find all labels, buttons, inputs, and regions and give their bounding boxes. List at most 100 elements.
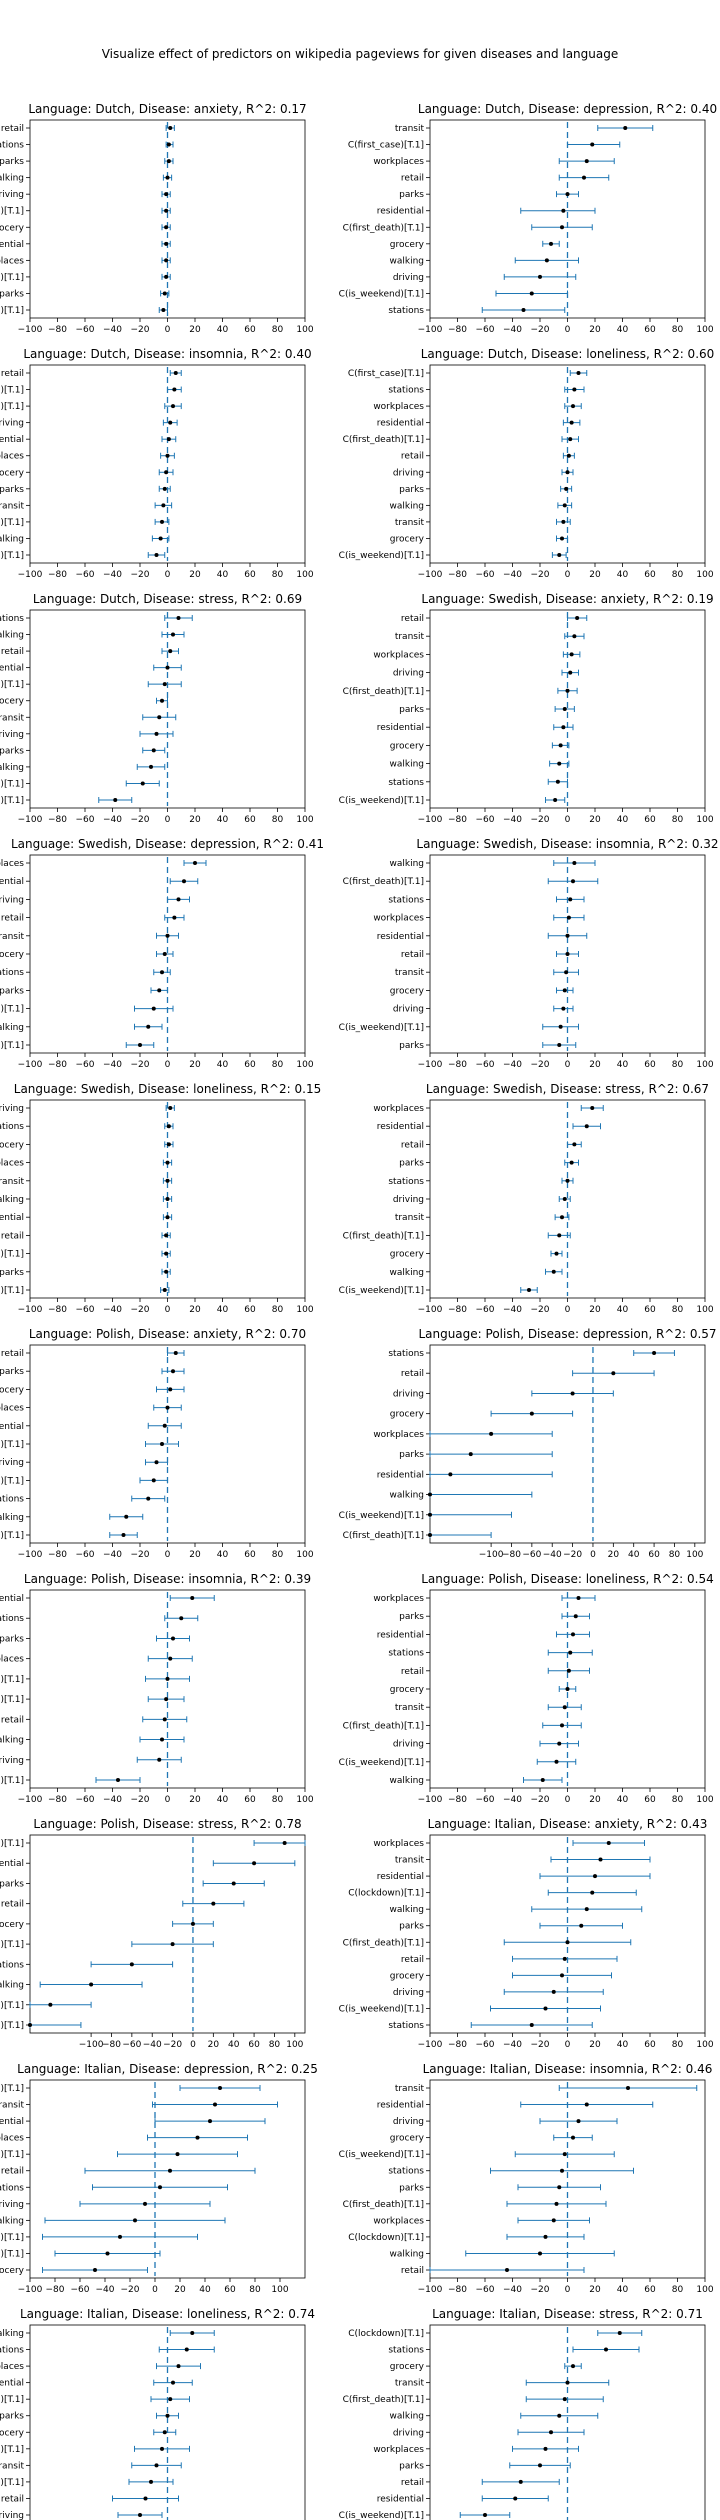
estimate-point bbox=[505, 2268, 509, 2272]
estimate-point bbox=[176, 616, 181, 620]
estimate-point bbox=[538, 2463, 542, 2468]
y-tick-label: grocery bbox=[0, 2428, 25, 2438]
y-tick-label: walking bbox=[389, 760, 424, 770]
y-tick-label: residential bbox=[377, 1122, 424, 1132]
estimate-point bbox=[468, 1452, 473, 1457]
x-tick-label: 40 bbox=[617, 2040, 629, 2050]
y-tick-label: retail bbox=[1, 369, 24, 379]
x-tick-label: 20 bbox=[189, 815, 201, 825]
y-tick-label: stations bbox=[0, 141, 24, 151]
estimate-point bbox=[571, 2135, 575, 2140]
estimate-point bbox=[154, 1460, 159, 1465]
y-tick-label: driving bbox=[0, 730, 24, 740]
chart-title: Language: Italian, Disease: stress, R^2:… bbox=[432, 2307, 703, 2321]
estimate-point bbox=[590, 1890, 595, 1895]
x-tick-label: −80 bbox=[502, 1550, 521, 1560]
estimate-point bbox=[190, 1596, 195, 1600]
y-tick-label: parks bbox=[0, 1367, 24, 1377]
x-tick-label: 20 bbox=[189, 1060, 201, 1070]
x-tick-label: 20 bbox=[174, 2285, 186, 2295]
axes-frame bbox=[429, 1834, 706, 2034]
estimate-point bbox=[140, 781, 145, 786]
estimate-point bbox=[540, 1778, 545, 1782]
x-tick-label: 100 bbox=[286, 2040, 303, 2050]
y-tick-label: retail bbox=[401, 452, 424, 462]
x-tick-label: −60 bbox=[476, 815, 495, 825]
x-tick-label: −40 bbox=[103, 1795, 122, 1805]
axes-frame bbox=[29, 119, 306, 319]
chart-panel: Language: Polish, Disease: insomnia, R^2… bbox=[0, 1572, 314, 1805]
x-tick-label: 80 bbox=[672, 2285, 684, 2295]
y-tick-label: C(first_death)[T.1] bbox=[343, 1531, 424, 1541]
x-tick-label: 40 bbox=[617, 815, 629, 825]
y-tick-label: C(first_case)[T.1] bbox=[348, 141, 424, 151]
x-tick-label: 0 bbox=[565, 2040, 571, 2050]
x-tick-label: −80 bbox=[448, 570, 467, 580]
x-tick-label: 20 bbox=[189, 1305, 201, 1315]
y-tick-label: grocery bbox=[0, 950, 25, 960]
x-tick-label: 20 bbox=[589, 1795, 601, 1805]
estimate-point bbox=[157, 988, 162, 993]
y-tick-label: walking bbox=[389, 1905, 424, 1915]
y-tick-label: C(first_death)[T.1] bbox=[343, 877, 424, 887]
y-tick-label: driving bbox=[393, 2428, 424, 2438]
y-tick-label: transit bbox=[395, 518, 425, 528]
estimate-point bbox=[568, 437, 573, 442]
estimate-point bbox=[158, 2185, 162, 2190]
estimate-point bbox=[151, 748, 156, 753]
estimate-point bbox=[529, 1411, 534, 1416]
estimate-point bbox=[560, 225, 564, 230]
x-tick-label: 60 bbox=[644, 2040, 656, 2050]
x-tick-label: 60 bbox=[644, 2285, 656, 2295]
estimate-point bbox=[565, 933, 570, 938]
estimate-point bbox=[538, 2251, 542, 2256]
y-tick-label: C(first_death)[T.1] bbox=[0, 1695, 24, 1705]
estimate-point bbox=[118, 2234, 122, 2239]
estimate-point bbox=[562, 2397, 567, 2402]
y-tick-label: retail bbox=[1, 1900, 24, 1910]
axes-frame bbox=[429, 119, 706, 319]
estimate-point bbox=[560, 1215, 564, 1220]
y-tick-label: walking bbox=[0, 174, 24, 184]
estimate-point bbox=[168, 1656, 173, 1661]
chart-panel: Language: Swedish, Disease: depression, … bbox=[0, 837, 324, 1070]
x-tick-label: −60 bbox=[76, 1060, 95, 1070]
y-tick-label: driving bbox=[0, 190, 24, 200]
estimate-point bbox=[168, 1387, 173, 1392]
y-tick-label: residential bbox=[0, 435, 24, 445]
estimate-point bbox=[113, 798, 118, 802]
estimate-point bbox=[571, 879, 575, 884]
estimate-point bbox=[190, 1921, 195, 1926]
estimate-point bbox=[428, 1492, 432, 1497]
y-tick-label: stations bbox=[0, 1614, 24, 1624]
x-tick-label: −100 bbox=[418, 2285, 443, 2295]
x-tick-label: −80 bbox=[46, 2285, 65, 2295]
y-tick-label: driving bbox=[393, 1005, 424, 1015]
y-tick-label: stations bbox=[388, 1349, 424, 1359]
estimate-point bbox=[623, 126, 628, 130]
estimate-point bbox=[165, 1215, 170, 1220]
y-tick-label: transit bbox=[395, 2379, 425, 2389]
estimate-point bbox=[28, 2023, 32, 2027]
y-tick-label: workplaces bbox=[0, 452, 24, 462]
estimate-point bbox=[428, 1533, 432, 1537]
y-tick-label: transit bbox=[0, 2461, 24, 2471]
y-tick-label: parks bbox=[0, 485, 24, 495]
estimate-point bbox=[584, 2102, 589, 2107]
estimate-point bbox=[579, 1923, 584, 1928]
estimate-point bbox=[562, 1705, 567, 1710]
estimate-point bbox=[172, 387, 177, 392]
y-tick-label: retail bbox=[401, 1955, 424, 1965]
y-tick-label: residential bbox=[0, 664, 24, 674]
estimate-point bbox=[164, 1233, 169, 1238]
y-tick-label: C(is_weekend)[T.1] bbox=[0, 779, 24, 789]
x-tick-label: 20 bbox=[189, 325, 201, 335]
y-tick-label: transit bbox=[0, 501, 24, 511]
estimate-point bbox=[562, 707, 567, 711]
estimate-point bbox=[557, 2185, 562, 2190]
y-tick-label: workplaces bbox=[373, 914, 424, 924]
chart-title: Language: Dutch, Disease: anxiety, R^2: … bbox=[28, 102, 306, 116]
y-tick-label: grocery bbox=[390, 1410, 425, 1420]
y-tick-label: C(first_case)[T.1] bbox=[0, 386, 24, 396]
estimate-point bbox=[162, 952, 167, 956]
